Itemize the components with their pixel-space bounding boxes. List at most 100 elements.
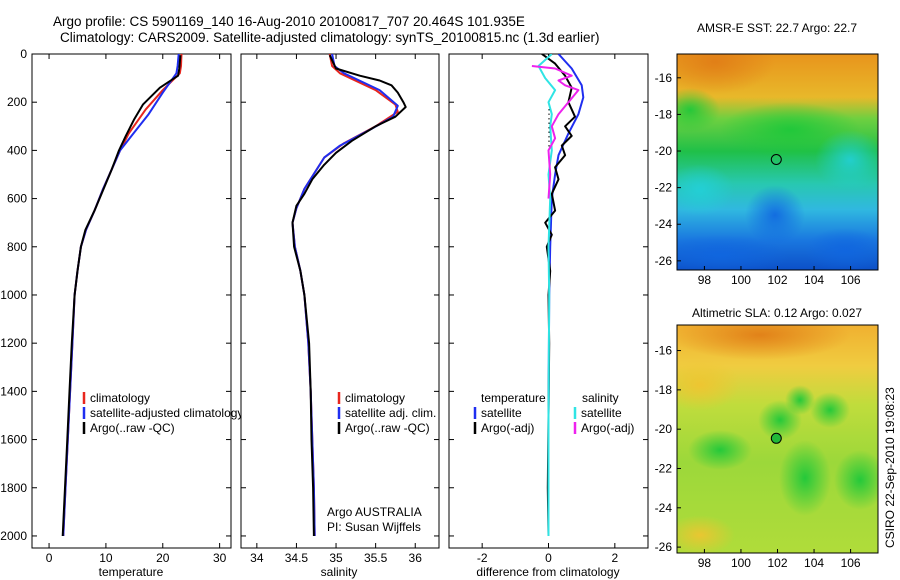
sla-low-patch bbox=[834, 450, 878, 510]
sla-low-patch bbox=[785, 385, 815, 415]
temperature-xlabel: temperature bbox=[99, 565, 164, 579]
y-tick-label: 800 bbox=[7, 240, 27, 254]
lat-tick-label: -20 bbox=[655, 422, 673, 436]
lat-tick-label: -16 bbox=[655, 344, 673, 358]
sst-cyan-patch bbox=[815, 130, 878, 190]
sst-blue-patch bbox=[805, 228, 878, 270]
sst-blue-patch bbox=[745, 185, 805, 245]
y-tick-label: 400 bbox=[7, 143, 27, 157]
x-tick-label: -2 bbox=[477, 551, 488, 565]
x-tick-label: 0 bbox=[46, 551, 53, 565]
sst-map-panel: AMSR-E SST: 22.7 Argo: 22.7 98 100 102 104 1… bbox=[655, 21, 879, 287]
legend-label-argo: Argo(..raw -QC) bbox=[345, 421, 430, 435]
sla-map-ticks: 98 100 102 104 106 -16 -18 -20 -22 -24 -26 bbox=[655, 344, 861, 570]
legend-label-satellite: satellite-adjusted climatology bbox=[90, 406, 243, 420]
header-line-2: Climatology: CARS2009. Satellite-adjuste… bbox=[60, 30, 600, 45]
sst-cyan-patch bbox=[677, 164, 734, 216]
pi-annotation: PI: Susan Wijffels bbox=[327, 520, 421, 534]
lat-tick-label: -26 bbox=[655, 540, 673, 554]
y-tick-label: 2000 bbox=[0, 529, 27, 543]
difference-series bbox=[531, 54, 585, 537]
temperature-legend: climatology satellite-adjusted climatolo… bbox=[82, 391, 243, 435]
x-tick-label: 34 bbox=[250, 551, 264, 565]
lat-tick-label: -22 bbox=[655, 461, 673, 475]
x-tick-label: 30 bbox=[213, 551, 227, 565]
salinity-panel: 34 34.5 35 35.5 36 salinity climatology sate… bbox=[240, 53, 440, 579]
x-tick-label: 35 bbox=[329, 551, 343, 565]
lon-tick-label: 102 bbox=[767, 273, 787, 287]
lat-tick-label: -24 bbox=[655, 217, 673, 231]
lon-tick-label: 106 bbox=[841, 556, 861, 570]
y-tick-label: 200 bbox=[7, 95, 27, 109]
lat-tick-label: -22 bbox=[655, 181, 673, 195]
sst-map-title: AMSR-E SST: 22.7 Argo: 22.7 bbox=[697, 21, 857, 35]
legend-label-sal-satellite: satellite bbox=[581, 406, 622, 420]
x-tick-label: 2 bbox=[611, 551, 618, 565]
legend-label-satellite: satellite adj. clim. bbox=[345, 406, 436, 420]
sst-warm-patch bbox=[677, 54, 775, 94]
float-owner-annotation: Argo AUSTRALIA bbox=[327, 505, 422, 519]
sst-green-patch bbox=[677, 88, 720, 132]
y-tick-label: 600 bbox=[7, 192, 27, 206]
sla-map-title: Altimetric SLA: 0.12 Argo: 0.027 bbox=[692, 306, 862, 320]
salinity-ticks: 34 34.5 35 35.5 36 bbox=[241, 53, 439, 565]
y-tick-label: 1200 bbox=[0, 336, 27, 350]
x-tick-label: 20 bbox=[156, 551, 170, 565]
sst-field bbox=[677, 54, 878, 270]
salinity-series bbox=[291, 54, 407, 537]
salinity-legend: climatology satellite adj. clim. Argo(..… bbox=[337, 391, 436, 435]
legend-title-temperature: temperature bbox=[481, 391, 546, 405]
lon-tick-label: 98 bbox=[698, 556, 712, 570]
temperature-panel: 0 10 20 30 0 200 400 600 800 1000 1200 1400 1600 1800… bbox=[0, 47, 243, 579]
lat-tick-label: -18 bbox=[655, 107, 673, 121]
temperature-ticks: 0 10 20 30 0 200 400 600 800 1000 1200 1400 1600 1800… bbox=[0, 47, 231, 565]
series-salinity-satellite bbox=[537, 54, 557, 536]
header-line-1: Argo profile: CS 5901169_140 16-Aug-2010… bbox=[53, 14, 525, 29]
legend-label-sal-argo: Argo(-adj) bbox=[581, 421, 634, 435]
x-tick-label: 34.5 bbox=[285, 551, 309, 565]
legend-label-temp-satellite: satellite bbox=[481, 406, 522, 420]
lat-tick-label: -20 bbox=[655, 144, 673, 158]
legend-label-climatology: climatology bbox=[90, 391, 150, 405]
y-tick-label: 0 bbox=[20, 47, 27, 61]
sst-map-ticks: 98 100 102 104 106 -16 -18 -20 -22 -24 -26 bbox=[655, 71, 861, 287]
sla-yellow-patch bbox=[677, 515, 735, 553]
legend-title-salinity: salinity bbox=[582, 391, 619, 405]
salinity-xlabel: salinity bbox=[321, 565, 358, 579]
y-tick-label: 1000 bbox=[0, 288, 27, 302]
sla-map-panel: Altimetric SLA: 0.12 Argo: 0.027 98 100 10… bbox=[655, 306, 879, 570]
difference-xlabel: difference from climatology bbox=[476, 565, 619, 579]
y-tick-label: 1400 bbox=[0, 384, 27, 398]
salinity-axes-frame bbox=[240, 53, 440, 549]
difference-legend: temperature satellite Argo(-adj) salinit… bbox=[473, 391, 634, 435]
lat-tick-label: -24 bbox=[655, 501, 673, 515]
legend-label-climatology: climatology bbox=[345, 391, 405, 405]
lon-tick-label: 104 bbox=[804, 556, 824, 570]
series-argo-raw-qc bbox=[291, 54, 407, 537]
sla-high-patch bbox=[677, 325, 850, 360]
difference-panel: -2 0 2 difference from climatology tempera… bbox=[448, 53, 649, 579]
x-tick-label: 36 bbox=[409, 551, 423, 565]
lat-tick-label: -18 bbox=[655, 383, 673, 397]
lat-tick-label: -16 bbox=[655, 71, 673, 85]
temperature-series bbox=[61, 54, 183, 537]
lon-tick-label: 106 bbox=[841, 273, 861, 287]
lat-tick-label: -26 bbox=[655, 254, 673, 268]
sla-yellow-patch bbox=[677, 359, 740, 411]
lon-tick-label: 104 bbox=[804, 273, 824, 287]
x-tick-label: 0 bbox=[545, 551, 552, 565]
sla-low-patch bbox=[688, 430, 752, 470]
sst-blue-patch bbox=[677, 235, 790, 270]
y-tick-label: 1800 bbox=[0, 481, 27, 495]
series-salinity-argo-adj bbox=[531, 65, 580, 199]
sla-field bbox=[677, 325, 878, 553]
x-tick-label: 35.5 bbox=[364, 551, 388, 565]
legend-label-temp-argo: Argo(-adj) bbox=[481, 421, 534, 435]
x-tick-label: 10 bbox=[99, 551, 113, 565]
legend-label-argo: Argo(..raw -QC) bbox=[90, 421, 175, 435]
lon-tick-label: 102 bbox=[767, 556, 787, 570]
argo-position-marker bbox=[770, 432, 782, 444]
lon-tick-label: 100 bbox=[731, 273, 751, 287]
lon-tick-label: 100 bbox=[731, 556, 751, 570]
